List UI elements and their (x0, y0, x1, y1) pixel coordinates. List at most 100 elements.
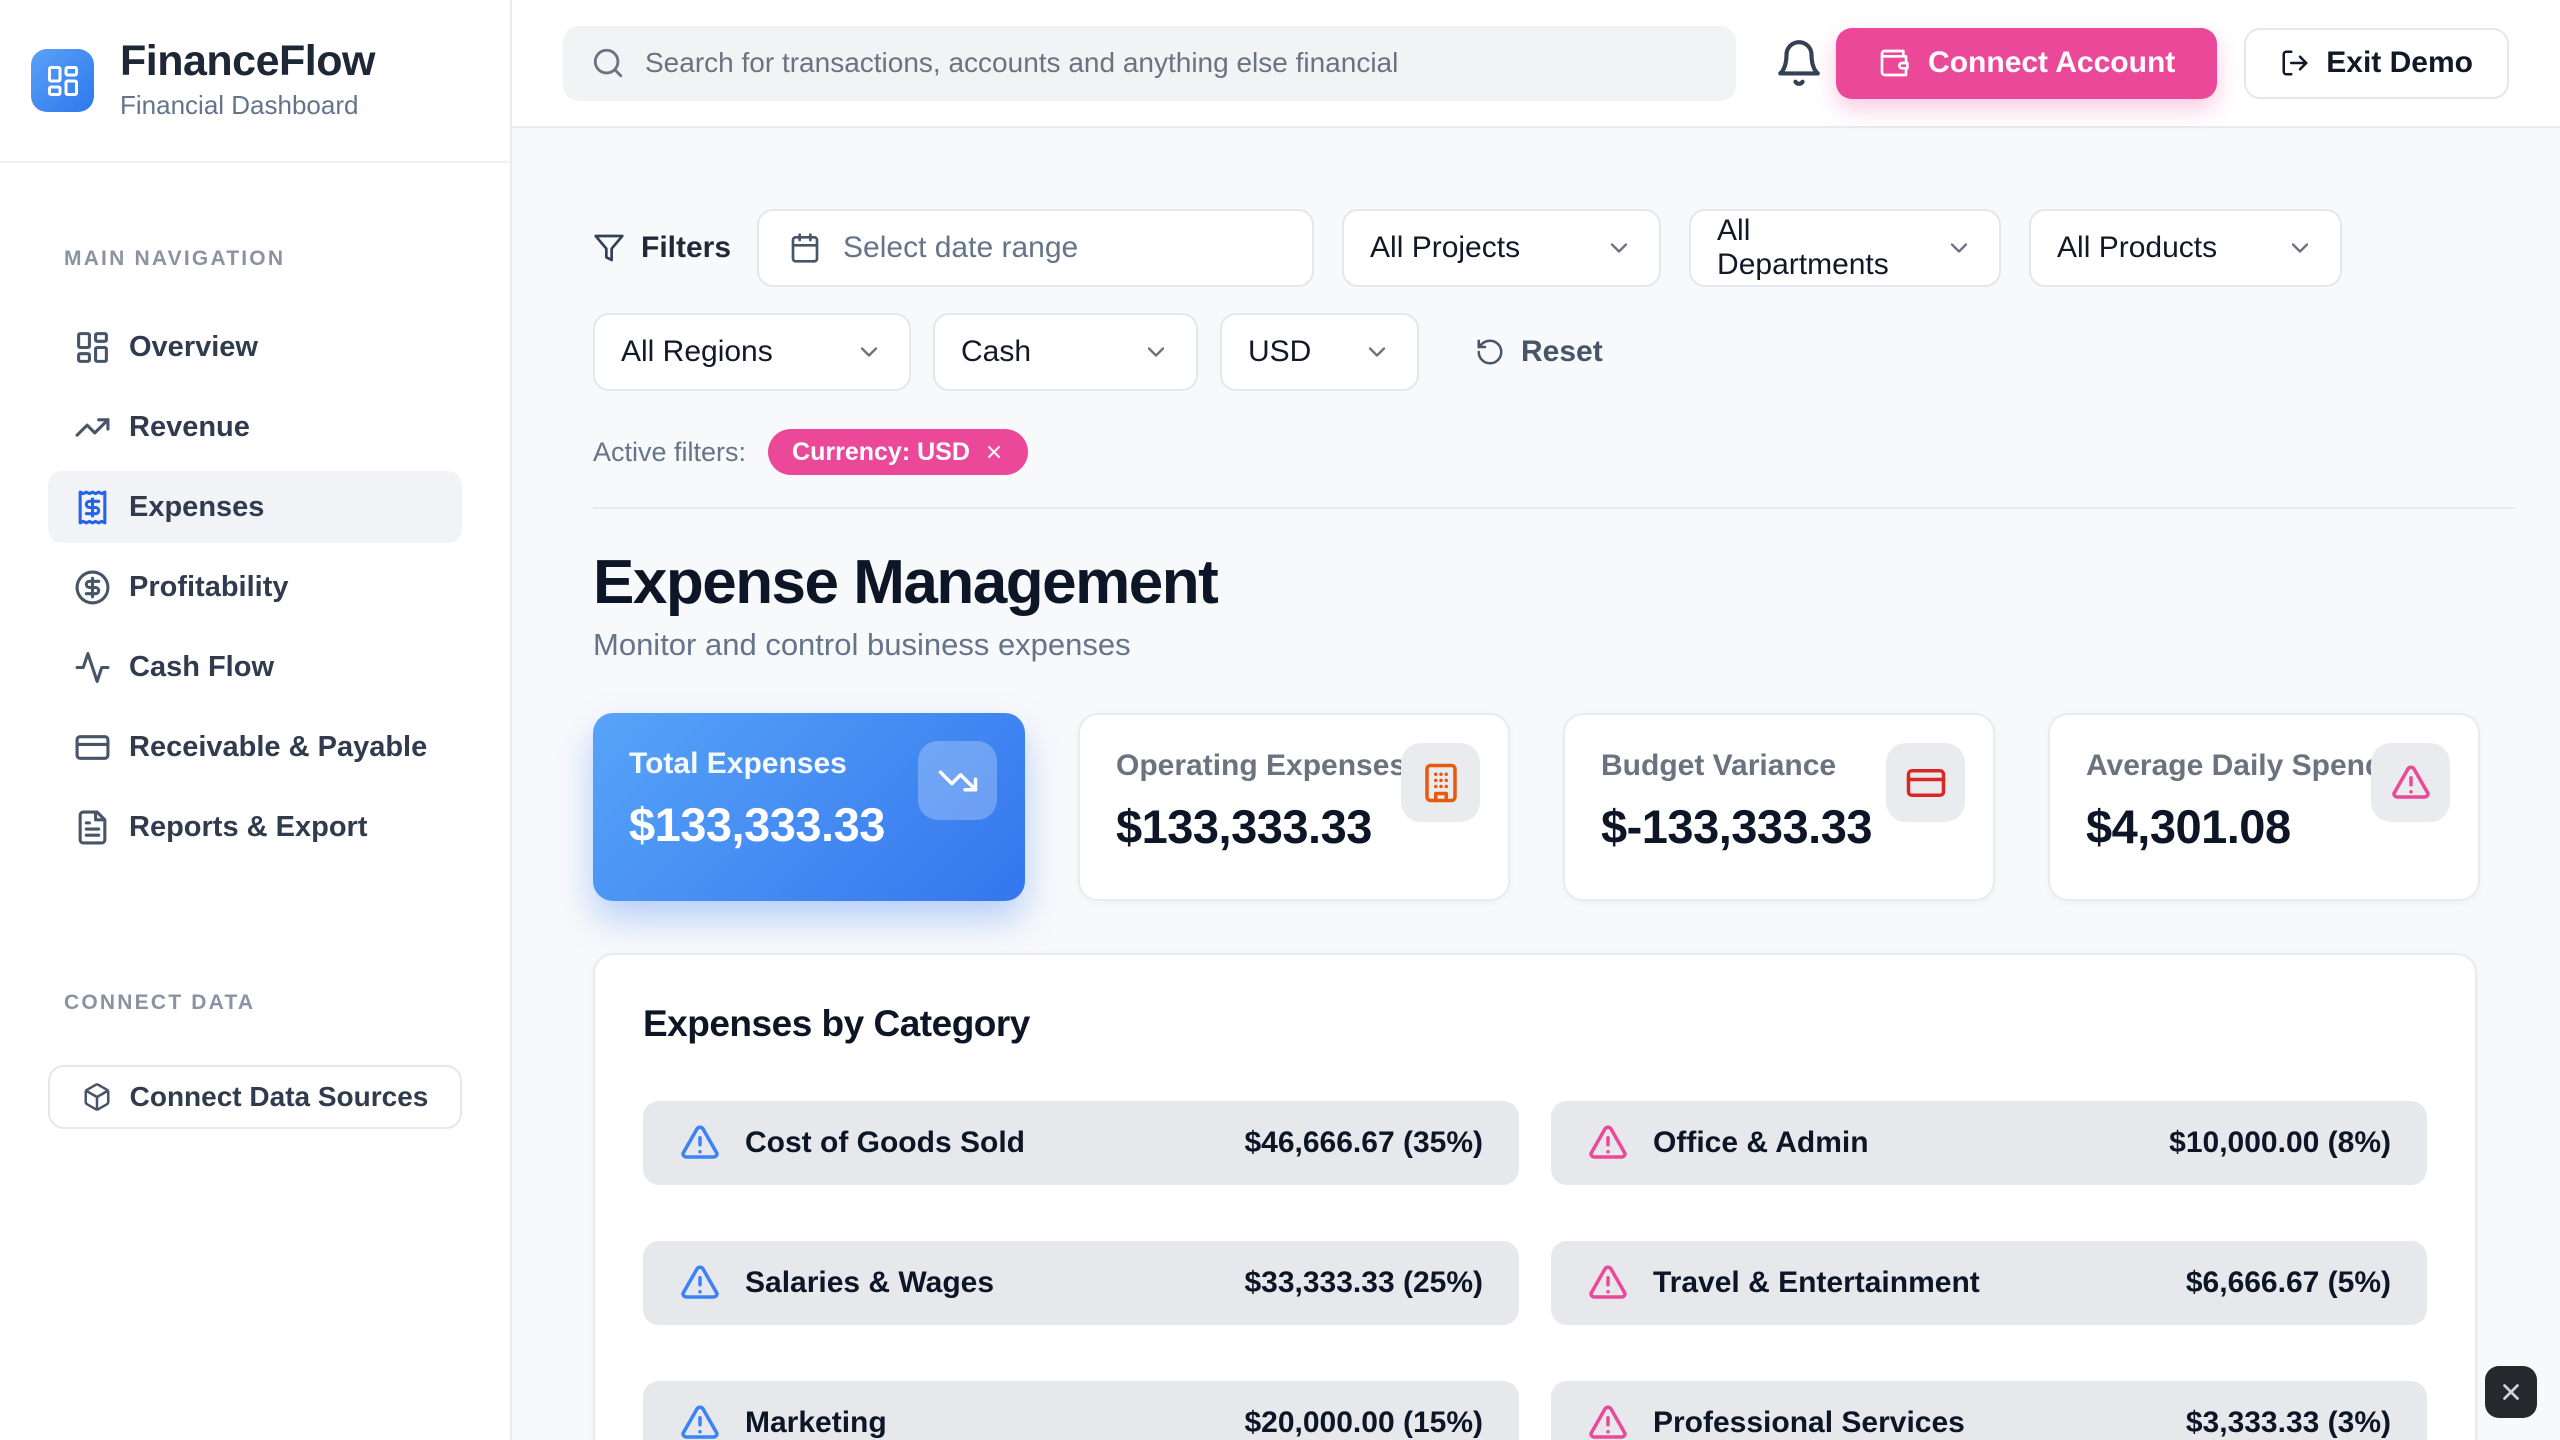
currency-select[interactable]: USD (1220, 313, 1419, 391)
nav-section-label: MAIN NAVIGATION (64, 247, 286, 270)
reset-label: Reset (1521, 335, 1603, 368)
filter-icon (593, 232, 625, 264)
expenses-by-category-title: Expenses by Category (643, 1003, 1030, 1044)
connect-account-button[interactable]: Connect Account (1836, 27, 2218, 99)
sidebar-item-profitability[interactable]: Profitability (48, 551, 462, 623)
category-row-salaries-wages[interactable]: Salaries & Wages $33,333.33 (25%) (643, 1241, 1519, 1325)
sidebar-item-label: Cash Flow (129, 650, 275, 683)
products-select[interactable]: All Products (2029, 209, 2343, 287)
stat-card-average-daily-spend[interactable]: Average Daily Spend $4,301.08 (2048, 713, 2480, 901)
stat-card-icon-box (1401, 743, 1480, 822)
calendar-icon (789, 232, 821, 264)
category-value: $10,000.00 (8%) (2169, 1126, 2391, 1159)
rotate-ccw-icon (1475, 337, 1505, 367)
close-overlay-button[interactable] (2485, 1366, 2537, 1418)
category-row-left: Salaries & Wages (679, 1262, 994, 1304)
content: Filters Select date range All Projects A… (512, 128, 2560, 1440)
file-text-icon (74, 809, 111, 846)
connect-data-sources-button[interactable]: Connect Data Sources (48, 1065, 462, 1129)
regions-select[interactable]: All Regions (593, 313, 911, 391)
filters-label: Filters (641, 231, 732, 264)
sidebar-item-label: Profitability (129, 570, 289, 603)
category-row-office-admin[interactable]: Office & Admin $10,000.00 (8%) (1551, 1101, 2427, 1185)
category-name: Marketing (745, 1406, 887, 1439)
category-value: $33,333.33 (25%) (1244, 1266, 1483, 1299)
main-area: Connect Account Exit Demo Filters Select… (512, 0, 2560, 1440)
sidebar-item-label: Receivable & Payable (129, 730, 428, 763)
category-value: $46,666.67 (35%) (1244, 1126, 1483, 1159)
active-filters-label: Active filters: (593, 436, 747, 467)
stat-card-icon-box (2371, 743, 2450, 822)
sidebar-item-label: Reports & Export (129, 810, 368, 843)
filters-head: Filters (593, 231, 731, 265)
accounting-basis-select[interactable]: Cash (933, 313, 1198, 391)
chevron-down-icon (2286, 234, 2314, 262)
stat-card-operating-expenses[interactable]: Operating Expenses $133,333.33 (1078, 713, 1510, 901)
cube-icon (82, 1082, 112, 1112)
active-filter-chip-currency[interactable]: Currency: USD (768, 429, 1028, 475)
category-name: Professional Services (1653, 1406, 1965, 1439)
sidebar-item-label: Overview (129, 330, 258, 363)
connect-account-label: Connect Account (1928, 46, 2176, 79)
category-row-travel-entertainment[interactable]: Travel & Entertainment $6,666.67 (5%) (1551, 1241, 2427, 1325)
sidebar-item-expenses[interactable]: Expenses (48, 471, 462, 543)
stat-card-budget-variance[interactable]: Budget Variance $-133,333.33 (1563, 713, 1995, 901)
brand-logo (31, 49, 94, 112)
alert-triangle-icon (2390, 762, 2432, 804)
stat-card-value: $133,333.33 (629, 798, 885, 851)
category-name: Cost of Goods Sold (745, 1126, 1025, 1159)
sidebar-item-revenue[interactable]: Revenue (48, 391, 462, 463)
notifications-button[interactable] (1774, 38, 1824, 88)
departments-select[interactable]: All Departments (1689, 209, 2002, 287)
exit-demo-button[interactable]: Exit Demo (2244, 27, 2509, 99)
category-row-cost-of-goods-sold[interactable]: Cost of Goods Sold $46,666.67 (35%) (643, 1101, 1519, 1185)
filters-row-1: Filters Select date range All Projects A… (593, 209, 2515, 287)
stat-card-value: $4,301.08 (2086, 800, 2291, 853)
warning-triangle-icon (679, 1122, 721, 1164)
accounting-basis-select-value: Cash (961, 335, 1032, 368)
expenses-by-category-card: Expenses by Category Cost of Goods Sold $… (593, 953, 2477, 1440)
remove-filter-icon[interactable] (984, 442, 1004, 462)
search-input[interactable] (645, 47, 1708, 79)
category-row-left: Cost of Goods Sold (679, 1122, 1025, 1164)
reset-filters-button[interactable]: Reset (1475, 335, 1603, 369)
building-icon (1420, 762, 1462, 804)
connect-data-sources-label: Connect Data Sources (129, 1081, 429, 1112)
sidebar-item-cash-flow[interactable]: Cash Flow (48, 631, 462, 703)
stat-card-total-expenses[interactable]: Total Expenses $133,333.33 (593, 713, 1025, 901)
search-icon (591, 46, 625, 80)
category-row-professional-services[interactable]: Professional Services $3,333.33 (3%) (1551, 1381, 2427, 1440)
category-value: $20,000.00 (15%) (1244, 1406, 1483, 1439)
stat-card-label: Total Expenses (629, 747, 847, 780)
stat-card-value: $133,333.33 (1116, 800, 1372, 853)
sidebar-item-overview[interactable]: Overview (48, 311, 462, 383)
sidebar-item-label: Expenses (129, 490, 265, 523)
projects-select[interactable]: All Projects (1342, 209, 1662, 287)
stat-card-icon-box (918, 741, 997, 820)
category-name: Office & Admin (1653, 1126, 1869, 1159)
dashboard-icon (74, 329, 111, 366)
sidebar: FinanceFlow Financial Dashboard MAIN NAV… (0, 0, 512, 1440)
activity-icon (74, 649, 111, 686)
stat-card-label: Budget Variance (1601, 749, 1837, 782)
topbar: Connect Account Exit Demo (512, 0, 2560, 128)
date-range-input[interactable]: Select date range (757, 209, 1315, 287)
category-row-left: Travel & Entertainment (1587, 1262, 1980, 1304)
category-grid: Cost of Goods Sold $46,666.67 (35%) Office… (643, 1101, 2427, 1440)
warning-triangle-icon (1587, 1122, 1629, 1164)
category-row-marketing[interactable]: Marketing $20,000.00 (15%) (643, 1381, 1519, 1440)
category-name: Salaries & Wages (745, 1266, 995, 1299)
sidebar-item-reports-export[interactable]: Reports & Export (48, 791, 462, 863)
search-box (563, 25, 1736, 101)
trending-up-icon (74, 409, 111, 446)
exit-demo-label: Exit Demo (2326, 46, 2473, 79)
bell-icon (1774, 38, 1824, 88)
warning-triangle-icon (1587, 1262, 1629, 1304)
main-navigation: Overview Revenue Expenses Profitability Cash… (0, 311, 510, 863)
sidebar-item-receivable-payable[interactable]: Receivable & Payable (48, 711, 462, 783)
date-range-placeholder: Select date range (843, 231, 1079, 264)
circle-dollar-icon (74, 569, 111, 606)
warning-triangle-icon (1587, 1402, 1629, 1440)
chevron-down-icon (1363, 338, 1391, 366)
